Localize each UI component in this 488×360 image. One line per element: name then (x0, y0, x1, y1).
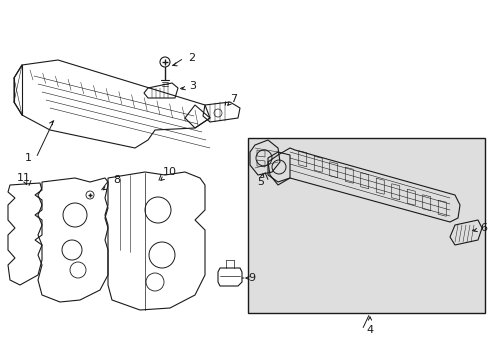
Text: 4: 4 (366, 325, 373, 335)
Text: 7: 7 (230, 94, 237, 104)
Text: 1: 1 (24, 153, 31, 163)
Bar (247, 138, 484, 313)
Text: 11: 11 (17, 173, 31, 183)
Text: 2: 2 (188, 53, 195, 63)
Text: 6: 6 (480, 223, 487, 233)
Text: 8: 8 (113, 175, 121, 185)
Text: 9: 9 (248, 273, 255, 283)
Text: 5: 5 (257, 177, 264, 187)
Text: 3: 3 (189, 81, 196, 91)
Text: 10: 10 (163, 167, 177, 177)
